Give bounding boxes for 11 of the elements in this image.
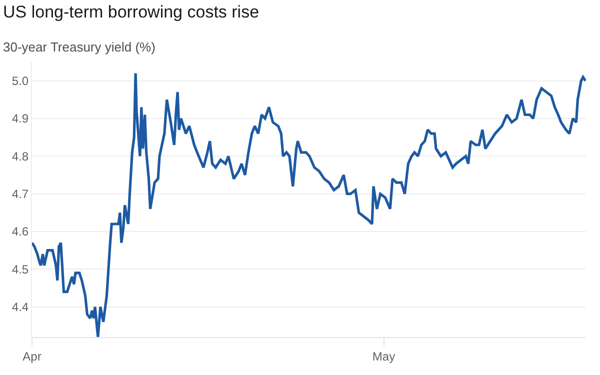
chart-title: US long-term borrowing costs rise (3, 2, 260, 22)
y-tick-label: 4.4 (12, 300, 29, 314)
y-tick-label: 5.0 (12, 74, 29, 88)
y-tick-label: 4.8 (12, 149, 29, 164)
x-tick-label: May (372, 349, 396, 364)
y-tick-label: 4.9 (12, 112, 29, 126)
y-tick-label: 4.7 (12, 187, 29, 202)
y-tick-label: 4.6 (12, 224, 29, 239)
y-tick-label: 4.5 (12, 262, 29, 276)
x-tick-label: Apr (22, 349, 42, 364)
chart-subtitle: 30-year Treasury yield (%) (3, 39, 156, 54)
